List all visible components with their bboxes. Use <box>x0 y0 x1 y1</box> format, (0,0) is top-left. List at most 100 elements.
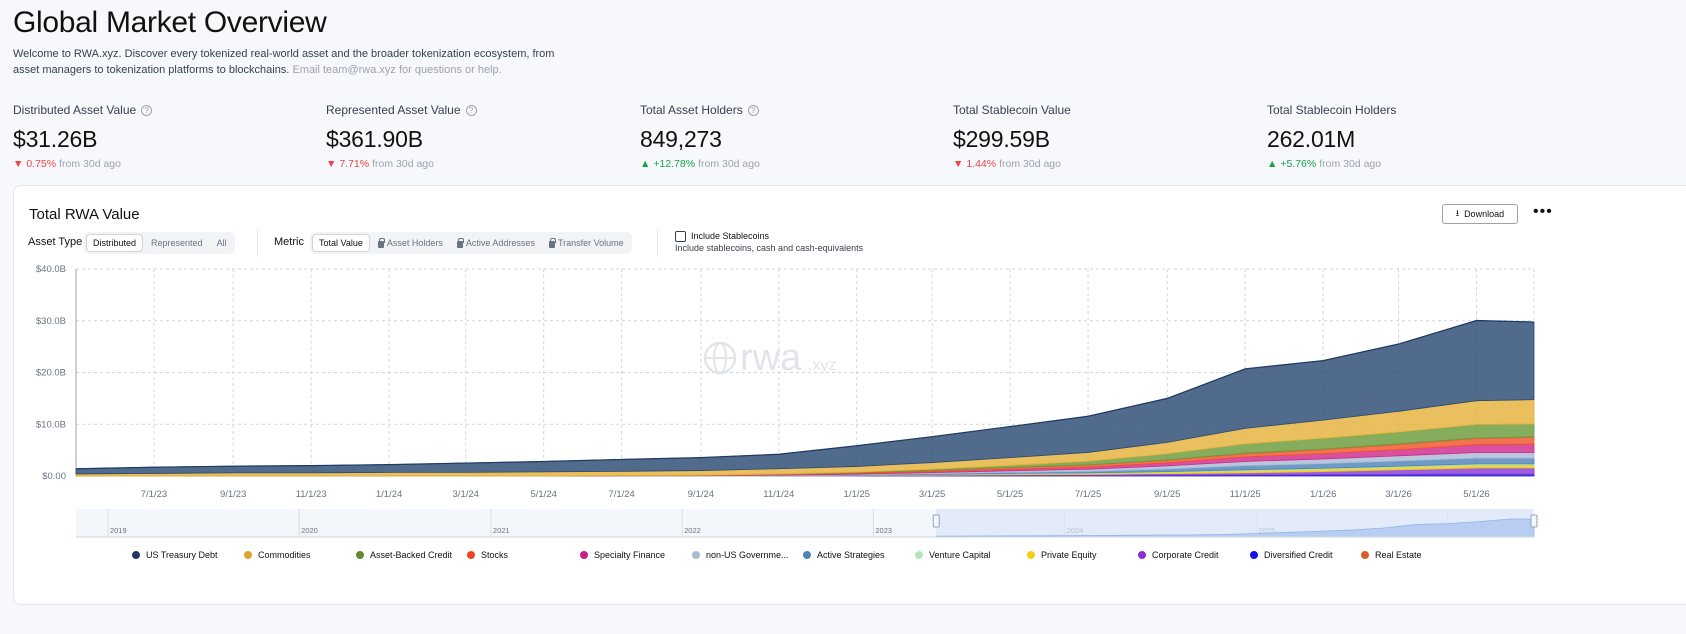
legend-swatch <box>1027 551 1035 559</box>
asset-type-toggle: Distributed Represented All <box>84 232 235 254</box>
legend-label: Stocks <box>481 550 509 560</box>
y-tick-label: $0.00 <box>42 471 66 482</box>
legend-swatch <box>803 551 811 559</box>
triangle-down-icon: ▼ <box>953 158 964 170</box>
legend-label: Corporate Credit <box>1152 550 1219 560</box>
legend-item[interactable]: Diversified Credit <box>1250 550 1333 560</box>
legend-label: Commodities <box>258 550 311 560</box>
x-tick-label: 1/1/25 <box>844 489 870 500</box>
navigator-right-handle <box>1530 514 1538 528</box>
asset-type-represented[interactable]: Represented <box>151 238 203 248</box>
change-up-value: ▲ +12.78% <box>640 158 696 170</box>
legend-label: US Treasury Debt <box>146 550 218 560</box>
navigator-series <box>935 518 1535 538</box>
stat-change: ▼ 7.71% from 30d ago <box>326 158 646 170</box>
stat-total-stablecoin-value: Total Stablecoin Value $299.59B ▼ 1.44% f… <box>953 103 1273 170</box>
legend-item[interactable]: Active Strategies <box>803 550 885 560</box>
navigator-year-label: 2021 <box>493 526 510 535</box>
triangle-down-icon: ▼ <box>13 158 24 170</box>
stat-value: 849,273 <box>640 126 722 152</box>
asset-type-distributed[interactable]: Distributed <box>86 234 144 252</box>
legend-item[interactable]: Venture Capital <box>915 550 991 560</box>
x-tick-label: 7/1/23 <box>141 489 167 500</box>
stat-value: 262.01M <box>1267 126 1356 152</box>
x-tick-label: 3/1/25 <box>919 489 945 500</box>
help-icon[interactable]: ? <box>141 104 153 116</box>
x-tick-label: 5/1/26 <box>1463 489 1489 500</box>
metric-asset-holders[interactable]: Asset Holders <box>372 234 449 252</box>
x-tick-label: 11/1/23 <box>296 489 327 500</box>
lock-icon <box>548 237 556 248</box>
y-tick-label: $40.0B <box>36 264 66 275</box>
watermark-text: rwa <box>740 337 802 379</box>
x-tick-label: 3/1/24 <box>453 489 479 500</box>
triangle-up-icon: ▲ <box>1267 158 1278 170</box>
legend-swatch <box>580 551 588 559</box>
navigator-year-label: 2019 <box>110 526 127 535</box>
include-stablecoins-description: Include stablecoins, cash and cash-equiv… <box>675 243 864 253</box>
x-tick-label: 7/1/25 <box>1075 489 1101 500</box>
legend-item[interactable]: US Treasury Debt <box>132 550 218 560</box>
navigator-year-label: 2020 <box>301 526 318 535</box>
legend-item[interactable]: Corporate Credit <box>1138 550 1219 560</box>
legend-swatch <box>1361 551 1369 559</box>
rwa-value-chart[interactable]: $0.00 $10.0B $20.0B $30.0B $40.0B 7/1/23 9/1/2… <box>14 186 1686 546</box>
change-suffix: from 30d ago <box>372 158 434 170</box>
legend-label: Specialty Finance <box>594 550 666 560</box>
legend-swatch <box>132 551 140 559</box>
navigator-year-label: 2022 <box>684 526 701 535</box>
triangle-down-icon: ▼ <box>326 158 337 170</box>
total-line <box>75 319 1535 470</box>
stat-change: ▲ +12.78% from 30d ago <box>640 158 960 170</box>
y-tick-label: $10.0B <box>36 419 66 430</box>
x-tick-label: 9/1/25 <box>1154 489 1180 500</box>
intro-contact-link[interactable]: Email team@rwa.xyz for questions or help… <box>292 64 502 76</box>
include-stablecoins-checkbox[interactable] <box>675 231 686 242</box>
legend-label: Venture Capital <box>929 550 991 560</box>
stat-total-asset-holders: Total Asset Holders? 849,273 ▲ +12.78% fr… <box>640 103 960 170</box>
x-tick-label: 9/1/24 <box>688 489 714 500</box>
legend-label: Active Strategies <box>817 550 885 560</box>
stat-total-stablecoin-holders: Total Stablecoin Holders 262.01M ▲ +5.76… <box>1267 103 1587 170</box>
legend-item[interactable]: Commodities <box>244 550 311 560</box>
x-tick-label: 1/1/26 <box>1310 489 1336 500</box>
help-icon[interactable]: ? <box>465 104 477 116</box>
stat-value: $31.26B <box>13 126 98 152</box>
legend-label: non-US Governme... <box>706 550 789 560</box>
lock-icon <box>456 237 464 248</box>
watermark-suffix: .xyz <box>808 357 836 374</box>
asset-type-all[interactable]: All <box>216 238 227 248</box>
intro-description: Welcome to RWA.xyz. Discover every token… <box>13 48 555 76</box>
legend-item[interactable]: Real Estate <box>1361 550 1422 560</box>
metric-label: Metric <box>274 236 304 248</box>
metric-active-addresses[interactable]: Active Addresses <box>451 234 541 252</box>
change-suffix: from 30d ago <box>999 158 1061 170</box>
metric-total-value[interactable]: Total Value <box>312 234 370 252</box>
stat-value: $361.90B <box>326 126 423 152</box>
y-tick-label: $30.0B <box>36 316 66 327</box>
metric-transfer-volume[interactable]: Transfer Volume <box>543 234 630 252</box>
more-options-icon[interactable]: ••• <box>1533 203 1553 220</box>
legend-item[interactable]: Private Equity <box>1027 550 1097 560</box>
legend-item[interactable]: Asset-Backed Credit <box>356 550 452 560</box>
download-button[interactable]: ⭳ Download <box>1442 204 1518 224</box>
card-title: Total RWA Value <box>29 206 140 223</box>
legend-item[interactable]: Specialty Finance <box>580 550 665 560</box>
change-suffix: from 30d ago <box>1319 158 1382 170</box>
legend-item[interactable]: non-US Governme... <box>692 550 789 560</box>
x-tick-label: 3/1/26 <box>1385 489 1411 500</box>
stat-distributed-asset-value: Distributed Asset Value? $31.26B ▼ 0.75%… <box>13 103 333 170</box>
legend-label: Real Estate <box>1375 550 1422 560</box>
help-icon[interactable]: ? <box>747 104 759 116</box>
page-title: Global Market Overview <box>13 6 327 39</box>
stat-label: Distributed Asset Value <box>13 103 137 117</box>
divider <box>657 229 658 257</box>
legend-label: Diversified Credit <box>1264 550 1333 560</box>
legend-swatch <box>244 551 252 559</box>
legend-item[interactable]: Stocks <box>467 550 508 560</box>
change-down-value: ▼ 0.75% <box>13 158 57 170</box>
legend-label: Private Equity <box>1041 550 1097 560</box>
legend-swatch <box>356 551 364 559</box>
stat-label: Represented Asset Value <box>326 103 461 117</box>
x-tick-label: 11/1/24 <box>763 489 794 500</box>
